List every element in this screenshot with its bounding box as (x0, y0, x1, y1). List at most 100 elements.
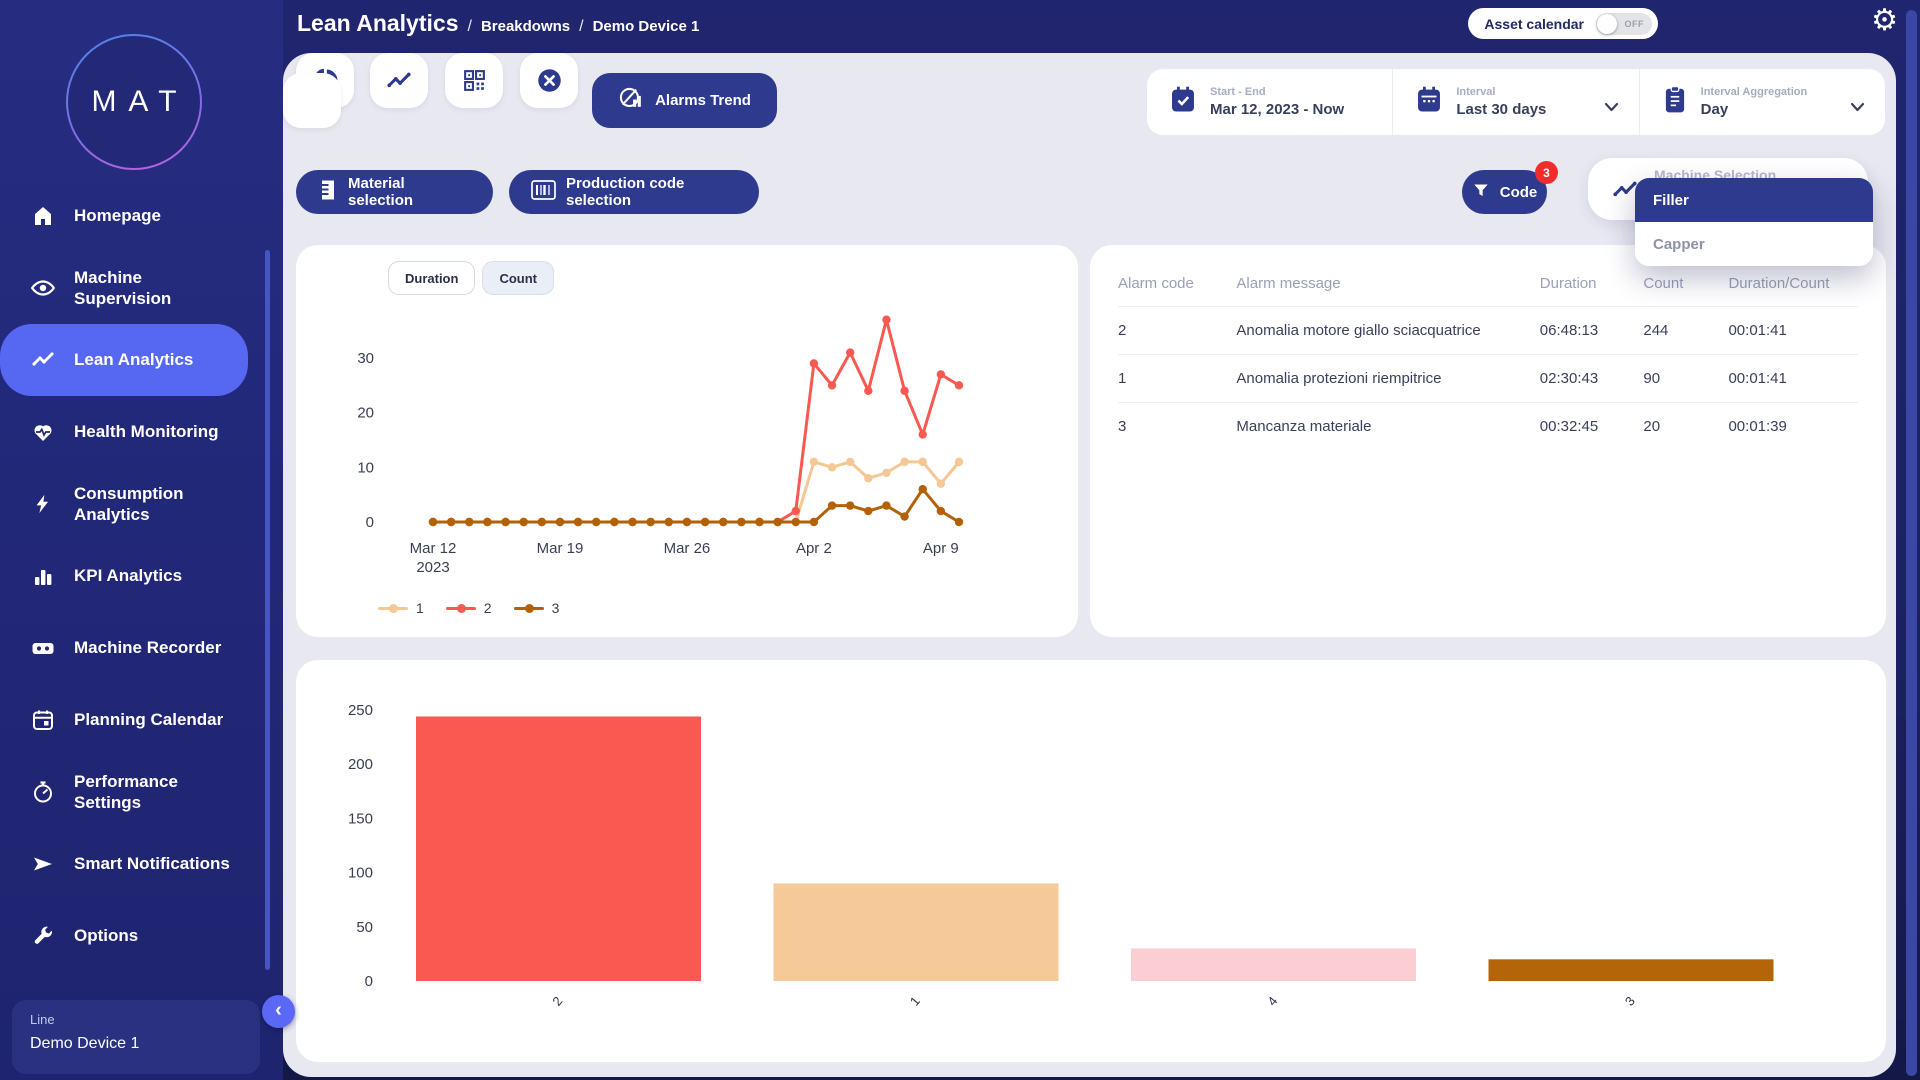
breadcrumb: Lean Analytics / Breakdowns / Demo Devic… (297, 10, 699, 37)
calendar-check-icon (1169, 85, 1197, 120)
view-button-trend[interactable] (370, 53, 428, 108)
alarms-trend-button[interactable]: Alarms Trend (592, 73, 777, 128)
svg-text:100: 100 (348, 865, 373, 882)
send-icon (30, 851, 56, 877)
table-row[interactable]: 1Anomalia protezioni riempitrice02:30:43… (1118, 355, 1858, 403)
sidebar-item-lean-analytics[interactable]: Lean Analytics (0, 324, 248, 396)
breadcrumb-separator: / (579, 18, 583, 36)
logo-text: MAT (79, 85, 188, 119)
interval-value: Last 30 days (1456, 101, 1546, 118)
sidebar-item-health-monitoring[interactable]: Health Monitoring (0, 396, 283, 468)
sidebar-item-options[interactable]: Options (0, 900, 283, 972)
svg-text:20: 20 (357, 405, 374, 422)
bolt-icon (30, 491, 56, 517)
calendar-icon (30, 707, 56, 733)
legend-swatch (378, 607, 408, 610)
alarm-table: Alarm codeAlarm messageDurationCountDura… (1118, 263, 1858, 450)
production-code-selection-button[interactable]: Production code selection (509, 170, 759, 214)
legend-item-2[interactable]: 2 (446, 600, 492, 616)
alarms-trend-line-chart: 0102030Mar 122023Mar 19Mar 26Apr 2Apr 9 (296, 245, 1078, 585)
svg-text:Mar 26: Mar 26 (664, 540, 711, 557)
interval-control[interactable]: Interval Last 30 days (1392, 69, 1638, 135)
column-header: Alarm message (1236, 263, 1539, 307)
alarm-count-bar-card: 0501001502002502143 (296, 660, 1886, 1062)
legend-item-3[interactable]: 3 (514, 600, 560, 616)
topbar: Lean Analytics / Breakdowns / Demo Devic… (283, 0, 1920, 53)
svg-text:0: 0 (365, 973, 373, 990)
heart-icon (30, 419, 56, 445)
page-title: Lean Analytics (297, 10, 458, 37)
home-icon (30, 203, 56, 229)
device-card[interactable]: Line Demo Device 1 (12, 1000, 260, 1074)
bar-4[interactable] (1131, 948, 1416, 981)
page-scrollbar[interactable] (1906, 10, 1917, 1076)
sidebar-item-smart-notifications[interactable]: Smart Notifications (0, 828, 283, 900)
breadcrumb-separator: / (467, 18, 471, 36)
device-card-label: Line (30, 1012, 242, 1027)
sidebar-scrollbar[interactable] (265, 250, 270, 970)
date-controls-card: Start - End Mar 12, 2023 - Now Interval … (1147, 69, 1885, 135)
code-filter-button[interactable]: Code 3 (1462, 170, 1547, 214)
alarm-count-bar-chart: 0501001502002502143 (296, 660, 1886, 1062)
device-card-value: Demo Device 1 (30, 1035, 242, 1053)
material-icon (318, 179, 338, 205)
svg-text:Mar 12: Mar 12 (410, 540, 457, 557)
svg-text:3: 3 (1622, 993, 1638, 1008)
content-panel: Alarms Trend Start - End Mar 12, 2023 - … (283, 53, 1896, 1077)
table-row[interactable]: 2Anomalia motore giallo sciacquatrice06:… (1118, 307, 1858, 355)
bar-3[interactable] (1489, 959, 1774, 981)
table-row[interactable]: 3Mancanza materiale00:32:452000:01:39 (1118, 403, 1858, 451)
trend-icon (30, 347, 56, 373)
eye-icon (30, 275, 56, 301)
view-button-qr[interactable] (445, 53, 503, 108)
column-header: Count (1643, 263, 1728, 307)
clipboard-icon (1662, 85, 1688, 120)
code-filter-badge: 3 (1535, 161, 1558, 184)
sidebar-item-machine-supervision[interactable]: Machine Supervision (0, 252, 283, 324)
dropdown-option-filler[interactable]: Filler (1635, 178, 1873, 222)
chevron-down-icon (1850, 99, 1865, 117)
code-button-label: Code (1500, 184, 1538, 201)
start-end-value: Mar 12, 2023 - Now (1210, 101, 1344, 118)
calendar-icon (1415, 85, 1443, 120)
aggregation-control[interactable]: Interval Aggregation Day (1639, 69, 1885, 135)
recorder-icon (30, 635, 56, 661)
bar-2[interactable] (416, 717, 701, 981)
sidebar-collapse-button[interactable]: ‹ (262, 995, 295, 1028)
svg-text:1: 1 (907, 993, 923, 1008)
sidebar-item-performance-settings[interactable]: Performance Settings (0, 756, 283, 828)
sidebar-item-planning-calendar[interactable]: Planning Calendar (0, 684, 283, 756)
svg-text:50: 50 (356, 919, 373, 936)
dropdown-option-capper[interactable]: Capper (1635, 222, 1873, 266)
svg-text:250: 250 (348, 702, 373, 719)
breadcrumb-item-breakdowns[interactable]: Breakdowns (481, 18, 570, 35)
legend-swatch (514, 607, 544, 610)
svg-text:2: 2 (549, 993, 565, 1008)
kpi-icon (30, 563, 56, 589)
breadcrumb-item-device[interactable]: Demo Device 1 (593, 18, 700, 35)
alarms-trend-card: DurationCount 0102030Mar 122023Mar 19Mar… (296, 245, 1078, 637)
alarm-table-card: Alarm codeAlarm messageDurationCountDura… (1090, 245, 1886, 637)
start-end-control[interactable]: Start - End Mar 12, 2023 - Now (1147, 69, 1392, 135)
asset-calendar-pill[interactable]: Asset calendar OFF (1468, 8, 1658, 39)
asset-calendar-toggle[interactable]: OFF (1596, 13, 1652, 35)
sidebar-item-homepage[interactable]: Homepage (0, 180, 283, 252)
material-selection-button[interactable]: Material selection (296, 170, 493, 214)
production-code-selection-label: Production code selection (566, 175, 737, 209)
bar-1[interactable] (774, 883, 1059, 981)
asset-calendar-label: Asset calendar (1484, 16, 1584, 32)
sidebar-nav: Homepage Machine Supervision Lean Analyt… (0, 180, 283, 972)
mat-logo: MAT (66, 34, 202, 170)
settings-gear-icon[interactable]: ⚙ (1871, 6, 1898, 36)
view-button-close[interactable] (520, 53, 578, 108)
sidebar-item-kpi-analytics[interactable]: KPI Analytics (0, 540, 283, 612)
sidebar-item-consumption-analytics[interactable]: Consumption Analytics (0, 468, 283, 540)
aggregation-value: Day (1701, 101, 1808, 118)
sidebar-item-machine-recorder[interactable]: Machine Recorder (0, 612, 283, 684)
svg-text:Apr 9: Apr 9 (923, 540, 959, 557)
machine-selection-dropdown: FillerCapper (1635, 178, 1873, 266)
svg-text:150: 150 (348, 810, 373, 827)
svg-text:Mar 19: Mar 19 (537, 540, 584, 557)
legend-item-1[interactable]: 1 (378, 600, 424, 616)
svg-text:30: 30 (357, 350, 374, 367)
